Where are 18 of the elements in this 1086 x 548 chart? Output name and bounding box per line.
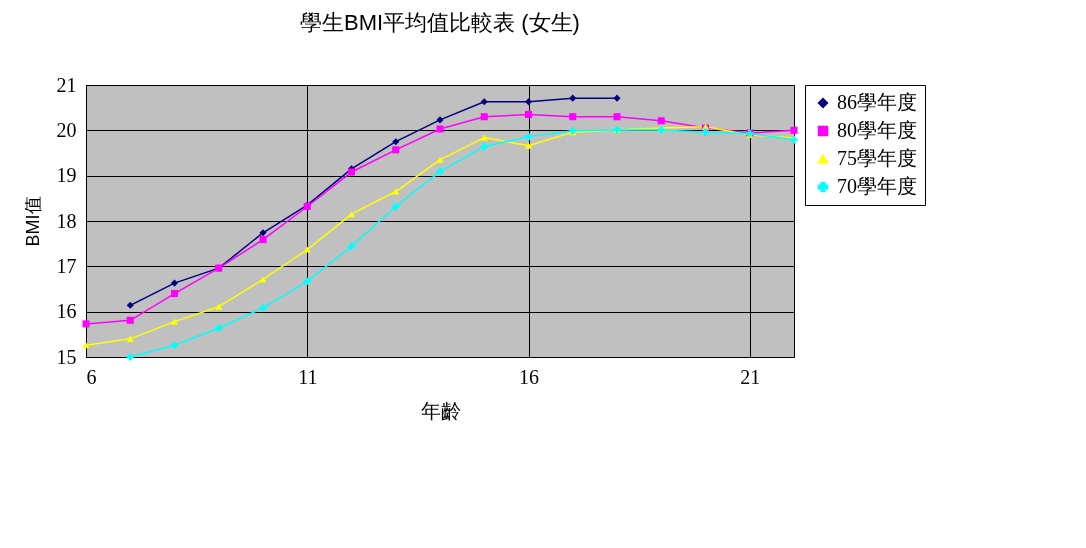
y-tick-label: 18 [56,209,77,232]
y-tick-label: 15 [56,345,77,368]
chart-title: 學生BMI平均值比較表 (女生) [300,10,580,35]
x-axis-title: 年齡 [420,399,461,422]
y-tick-label: 17 [56,254,77,277]
x-tick-label: 21 [740,365,761,388]
y-axis-title: BMI值 [22,196,43,247]
x-tick-label: 11 [298,365,318,388]
x-tick-label: 16 [519,365,539,388]
y-tick-label: 16 [56,300,77,323]
legend-label: 80學年度 [837,119,917,141]
x-tick-label: 6 [86,365,97,388]
y-tick-label: 19 [56,164,77,187]
y-tick-label: 21 [56,73,77,96]
legend-label: 70學年度 [837,175,917,197]
legend-label: 75學年度 [837,147,917,169]
y-tick-label: 20 [56,118,77,141]
legend-label: 86學年度 [837,91,917,113]
